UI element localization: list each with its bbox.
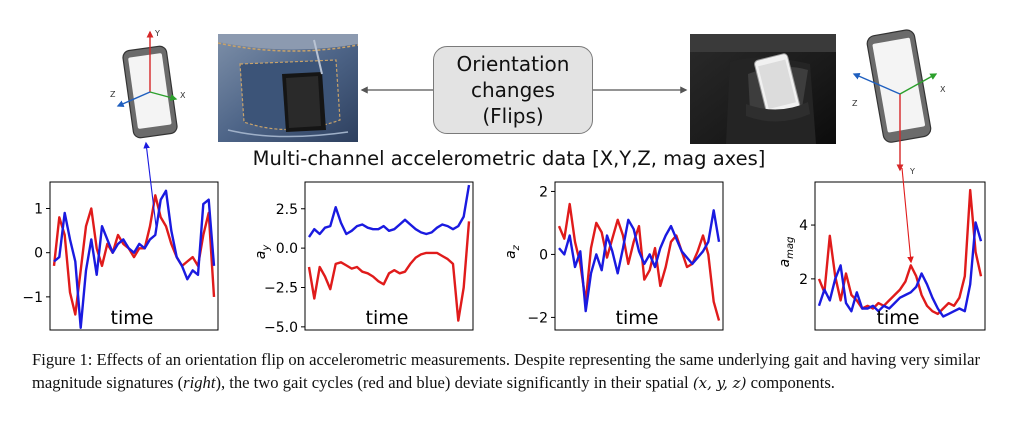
chart-2-ytick-label: 2.5 xyxy=(276,202,298,218)
orientation-line-3: (Flips) xyxy=(482,104,544,128)
phone-left-axes-diagram: Y X Z xyxy=(110,29,186,139)
photo-phone-in-back-pocket xyxy=(218,34,358,142)
chart-2-series-2-line xyxy=(308,184,471,238)
chart-2-ytick-label: −2.5 xyxy=(264,280,298,296)
chart-3-frame xyxy=(554,181,724,331)
chart-1: 1 0 −1 time xyxy=(22,181,219,331)
accelerometer-charts: 1 0 −1 time 2.5 0.0 −2.5 −5.0 time ay 2 0 −2 time az 4 2… xyxy=(22,181,986,336)
chart-4-ylabel: amag xyxy=(777,237,796,268)
chart-1-series-2-line xyxy=(53,189,216,329)
caption-math: (x, y, z) xyxy=(692,374,747,392)
axis-label-x-right: X xyxy=(940,85,946,94)
chart-3-ytick-label: −2 xyxy=(527,310,548,326)
chart-4-xlabel: time xyxy=(877,307,920,329)
caption-part-1: Figure 1: Effects of an orientation flip… xyxy=(32,350,980,392)
caption-part-3: components. xyxy=(746,373,835,392)
chart-4-ytick-label: 4 xyxy=(799,218,808,234)
chart-2-ytick-label: −5.0 xyxy=(264,320,298,336)
chart-1-frame xyxy=(49,181,219,331)
axis-label-y-right: Y xyxy=(909,167,915,176)
chart-1-ytick-label: 1 xyxy=(34,202,43,218)
chart-4-series-2-line xyxy=(817,221,983,318)
chart-2-ytick-label: 0.0 xyxy=(276,241,298,257)
chart-3-xlabel: time xyxy=(616,307,659,329)
figure-caption: Figure 1: Effects of an orientation flip… xyxy=(32,348,1002,395)
chart-2-xlabel: time xyxy=(366,307,409,329)
chart-2: 2.5 0.0 −2.5 −5.0 time ay xyxy=(253,181,474,336)
chart-3: 2 0 −2 time az xyxy=(503,181,724,331)
caption-part-2: ), the two gait cycles (red and blue) de… xyxy=(215,373,693,392)
chart-4: 4 2 time amag xyxy=(777,181,986,331)
axis-label-y: Y xyxy=(154,29,160,38)
orientation-changes-box: Orientation changes (Flips) xyxy=(433,46,593,134)
chart-1-ytick-label: 0 xyxy=(34,246,43,262)
axis-label-z-right: Z xyxy=(852,99,858,108)
chart-3-ylabel: az xyxy=(503,244,522,259)
chart-1-series-1-line xyxy=(52,194,216,316)
chart-4-ytick-label: 2 xyxy=(799,272,808,288)
chart-3-series-2-line xyxy=(558,209,721,313)
figure: Y X Z Orientation changes (Fl xyxy=(22,29,986,336)
orientation-line-2: changes xyxy=(470,78,556,102)
figure-headline: Multi-channel accelerometric data [X,Y,Z… xyxy=(252,147,766,170)
axis-label-z: Z xyxy=(110,90,116,99)
phone-right-axes-diagram-flipped: X Y Z xyxy=(852,29,946,176)
connector-arrows xyxy=(360,86,688,94)
orientation-line-1: Orientation xyxy=(456,52,570,76)
chart-2-series-1-line xyxy=(307,221,471,322)
chart-4-frame xyxy=(814,181,986,331)
chart-4-series-1-line xyxy=(817,188,983,316)
chart-3-ytick-label: 2 xyxy=(539,184,548,200)
chart-2-ylabel: ay xyxy=(253,244,272,260)
chart-1-ytick-label: −1 xyxy=(22,290,43,306)
caption-italic: right xyxy=(183,373,216,392)
chart-3-ytick-label: 0 xyxy=(539,247,548,263)
chart-1-xlabel: time xyxy=(111,307,154,329)
phone-body-flipped xyxy=(866,29,932,143)
chart-2-frame xyxy=(304,181,474,331)
axis-label-x: X xyxy=(180,91,186,100)
photo-phone-in-front-pocket xyxy=(690,34,836,144)
